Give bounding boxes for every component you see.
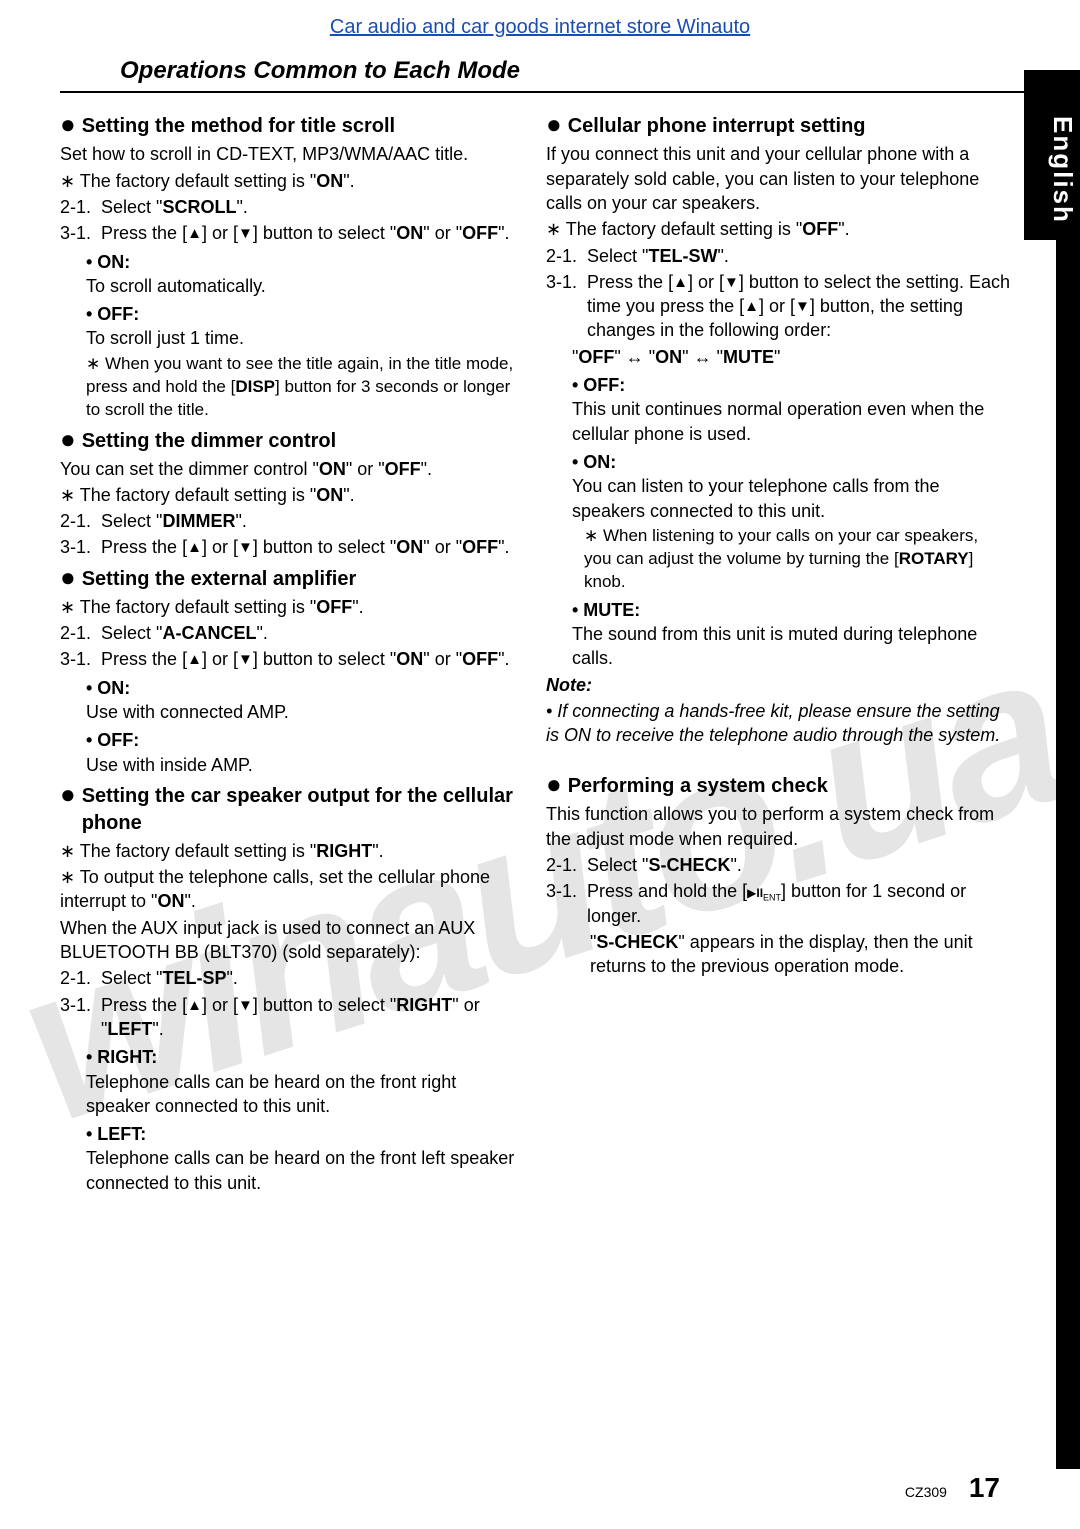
section-heading: ●Setting the external amplifier [60, 566, 524, 593]
header-link[interactable]: Car audio and car goods internet store W… [0, 0, 1080, 47]
bullet-dot-icon: ● [60, 113, 76, 136]
option-text: Telephone calls can be heard on the fron… [86, 1146, 524, 1195]
step-row: 2-1.Select "DIMMER". [60, 509, 524, 533]
step-row: 3-1.Press the [▲] or [▼] button to selec… [546, 270, 1010, 343]
option-text: Use with connected AMP. [86, 700, 524, 724]
option-text: The sound from this unit is muted during… [572, 622, 1010, 671]
section-heading: ●Setting the dimmer control [60, 428, 524, 455]
body-text: Set how to scroll in CD-TEXT, MP3/WMA/AA… [60, 142, 524, 166]
content-columns: ●Setting the method for title scroll Set… [0, 93, 1080, 1195]
bullet-dot-icon: ● [546, 113, 562, 136]
step-row: 2-1.Select "TEL-SP". [60, 966, 524, 990]
option-text: This unit continues normal operation eve… [572, 397, 1010, 446]
section-heading: ●Performing a system check [546, 773, 1010, 800]
step-row: 2-1.Select "A-CANCEL". [60, 621, 524, 645]
section-heading: ●Setting the method for title scroll [60, 113, 524, 140]
option-label: • ON: [86, 676, 524, 700]
up-triangle-icon: ▲ [187, 224, 202, 244]
result-text: "S-CHECK" appears in the display, then t… [590, 930, 1010, 979]
right-margin-bar [1056, 240, 1080, 1469]
body-text: If you connect this unit and your cellul… [546, 142, 1010, 215]
down-triangle-icon: ▼ [795, 297, 810, 317]
option-label: • MUTE: [572, 598, 1010, 622]
down-triangle-icon: ▼ [238, 538, 253, 558]
section-heading: ●Setting the car speaker output for the … [60, 783, 524, 837]
option-text: Use with inside AMP. [86, 753, 524, 777]
step-row: 3-1.Press the [▲] or [▼] button to selec… [60, 647, 524, 671]
option-text: To scroll just 1 time. [86, 326, 524, 350]
down-triangle-icon: ▼ [238, 996, 253, 1016]
bullet-dot-icon: ● [60, 566, 76, 589]
step-row: 3-1.Press the [▲] or [▼] button to selec… [60, 535, 524, 559]
option-label: • ON: [86, 250, 524, 274]
bullet-dot-icon: ● [60, 428, 76, 451]
down-triangle-icon: ▼ [724, 273, 739, 293]
left-column: ●Setting the method for title scroll Set… [60, 107, 524, 1195]
note-heading: Note: [546, 673, 1010, 697]
option-text: Telephone calls can be heard on the fron… [86, 1070, 524, 1119]
body-text: When the AUX input jack is used to conne… [60, 916, 524, 965]
step-row: 2-1.Select "TEL-SW". [546, 244, 1010, 268]
section-heading: ●Cellular phone interrupt setting [546, 113, 1010, 140]
option-label: • ON: [572, 450, 1010, 474]
note-text: ∗ The factory default setting is "ON". [60, 169, 524, 193]
note-text: ∗ The factory default setting is "OFF". [546, 217, 1010, 241]
up-triangle-icon: ▲ [187, 650, 202, 670]
note-body: • If connecting a hands-free kit, please… [546, 699, 1010, 748]
step-row: 2-1.Select "SCROLL". [60, 195, 524, 219]
play-pause-ent-icon: ▶IIENT [747, 886, 781, 900]
right-column: ●Cellular phone interrupt setting If you… [546, 107, 1010, 1195]
note-text: ∗ The factory default setting is "ON". [60, 483, 524, 507]
down-triangle-icon: ▼ [238, 650, 253, 670]
page-number: 17 [969, 1472, 1000, 1503]
option-label: • LEFT: [86, 1122, 524, 1146]
step-row: 3-1.Press the [▲] or [▼] button to selec… [60, 221, 524, 245]
option-label: • OFF: [86, 728, 524, 752]
up-triangle-icon: ▲ [187, 538, 202, 558]
option-text: To scroll automatically. [86, 274, 524, 298]
body-text: You can set the dimmer control "ON" or "… [60, 457, 524, 481]
up-triangle-icon: ▲ [744, 297, 759, 317]
language-tab: English [1024, 70, 1080, 240]
note-text: ∗ To output the telephone calls, set the… [60, 865, 524, 914]
note-text: ∗ The factory default setting is "RIGHT"… [60, 839, 524, 863]
step-row: 3-1.Press the [▲] or [▼] button to selec… [60, 993, 524, 1042]
up-triangle-icon: ▲ [187, 996, 202, 1016]
note-text: ∗ The factory default setting is "OFF". [60, 595, 524, 619]
bullet-dot-icon: ● [60, 783, 76, 806]
step-row: 2-1.Select "S-CHECK". [546, 853, 1010, 877]
model-code: CZ309 [905, 1484, 947, 1500]
sub-note: ∗ When you want to see the title again, … [86, 353, 524, 422]
down-triangle-icon: ▼ [238, 224, 253, 244]
option-text: You can listen to your telephone calls f… [572, 474, 1010, 523]
body-text: This function allows you to perform a sy… [546, 802, 1010, 851]
option-label: • RIGHT: [86, 1045, 524, 1069]
cycle-text: "OFF" ↔ "ON" ↔ "MUTE" [572, 345, 1010, 369]
page-footer: CZ309 17 [905, 1469, 1000, 1507]
bullet-dot-icon: ● [546, 773, 562, 796]
option-label: • OFF: [572, 373, 1010, 397]
sub-note: ∗ When listening to your calls on your c… [584, 525, 1010, 594]
step-row: 3-1.Press and hold the [▶IIENT] button f… [546, 879, 1010, 928]
option-label: • OFF: [86, 302, 524, 326]
up-triangle-icon: ▲ [673, 273, 688, 293]
page-title: Operations Common to Each Mode [60, 47, 1040, 93]
